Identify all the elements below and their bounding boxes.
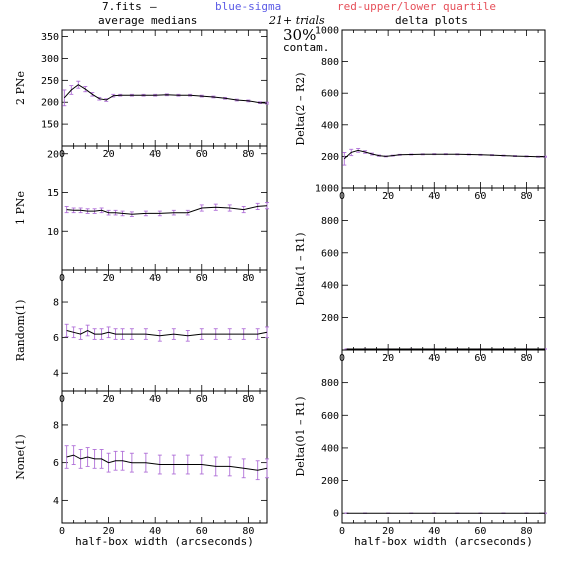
left-3-x-tick-label: 60	[196, 394, 208, 405]
right-1-x-tick-label: 60	[474, 191, 486, 202]
left-3-y-tick-label: 8	[53, 298, 59, 309]
left-1-ylabel: 2 PNe	[14, 71, 27, 105]
left-4-series-line	[66, 454, 268, 471]
left-1-x-tick-label: 40	[149, 149, 161, 160]
contam-percent: 30%	[283, 26, 317, 44]
left-2-y-tick-label: 15	[47, 188, 59, 199]
right-1-y-tick-label: 600	[321, 89, 339, 100]
left-4-y-tick-label: 4	[53, 496, 59, 507]
left-4-y-tick-label: 6	[53, 458, 59, 469]
right-1-x-tick-label: 80	[521, 191, 533, 202]
left-2-ylabel: 1 PNe	[14, 191, 27, 225]
right-1-series-line	[343, 149, 545, 160]
left-3-x-tick-label: 80	[242, 394, 254, 405]
x-axis-label-right: half-box width (arcseconds)	[354, 535, 533, 548]
left-1-x-tick-label: 80	[242, 149, 254, 160]
right-1-y-tick-label: 200	[321, 152, 339, 163]
left-4-frame	[61, 390, 268, 524]
x-axis-label-left: half-box width (arcseconds)	[75, 535, 254, 548]
left-3-y-tick-label: 6	[53, 333, 59, 344]
right-1-x-tick-label: 20	[382, 191, 394, 202]
left-2-x-tick-label: 20	[103, 273, 115, 284]
left-1-series-line	[63, 84, 268, 104]
right-3-frame	[341, 349, 546, 524]
left-4-x-tick-label: 20	[103, 526, 115, 537]
left-4-x-tick-label: 0	[59, 526, 65, 537]
left-2-y-tick-label: 10	[47, 227, 59, 238]
right-2-x-tick-label: 40	[428, 353, 440, 364]
right-2-ylabel: Delta(1 – R1)	[294, 232, 307, 305]
left-1-y-tick-label: 300	[41, 54, 59, 65]
right-1-ylabel: Delta(2 – R2)	[294, 72, 307, 145]
left-1-frame	[61, 29, 268, 147]
left-1-y-tick-label: 250	[41, 76, 59, 87]
right-3-x-tick-label: 40	[428, 526, 440, 537]
left-1-y-tick-label: 200	[41, 98, 59, 109]
left-1-x-tick-label: 20	[103, 149, 115, 160]
left-4-ylabel: None(1)	[14, 434, 27, 479]
header-file: 7.fits	[102, 0, 142, 13]
right-2-y-tick-label: 600	[321, 248, 339, 259]
right-3-x-tick-label: 80	[521, 526, 533, 537]
left-4-y-tick-label: 8	[53, 420, 59, 431]
left-2-x-tick-label: 40	[149, 273, 161, 284]
left-2-y-tick-label: 20	[47, 149, 59, 160]
right-3-x-tick-label: 20	[382, 526, 394, 537]
right-1-y-tick-label: 800	[321, 57, 339, 68]
legend-red-quartile: red-upper/lower quartile	[337, 0, 496, 13]
contam-label: contam.	[283, 41, 330, 54]
right-3-ylabel: Delta(01 – R1)	[294, 396, 307, 476]
left-4-x-tick-label: 60	[196, 526, 208, 537]
right-3-y-tick-label: 600	[321, 411, 339, 422]
right-3-x-tick-label: 60	[474, 526, 486, 537]
left-3-x-tick-label: 20	[103, 394, 115, 405]
right-1-frame	[341, 29, 546, 189]
left-3-x-tick-label: 40	[149, 394, 161, 405]
right-2-x-tick-label: 80	[521, 353, 533, 364]
right-2-y-tick-label: 1000	[315, 184, 339, 195]
right-3-y-tick-label: 0	[333, 509, 339, 520]
left-3-ylabel: Random(1)	[14, 300, 27, 362]
trials-annotation: 21+ trials	[269, 14, 325, 27]
right-3-x-tick-label: 0	[339, 526, 345, 537]
left-3-frame	[61, 269, 268, 392]
right-1-y-tick-label: 400	[321, 120, 339, 131]
right-3-y-tick-label: 200	[321, 476, 339, 487]
right-1-x-tick-label: 40	[428, 191, 440, 202]
left-4-x-tick-label: 40	[149, 526, 161, 537]
left-1-x-tick-label: 60	[196, 149, 208, 160]
left-2-frame	[61, 145, 268, 271]
right-2-y-tick-label: 400	[321, 281, 339, 292]
right-3-y-tick-label: 400	[321, 443, 339, 454]
right-3-y-tick-label: 800	[321, 378, 339, 389]
right-2-frame	[341, 187, 546, 351]
right-2-x-tick-label: 20	[382, 353, 394, 364]
right-2-y-tick-label: 200	[321, 313, 339, 324]
right-2-x-tick-label: 60	[474, 353, 486, 364]
left-1-y-tick-label: 150	[41, 120, 59, 131]
right-1-y-tick-label: 1000	[315, 26, 339, 37]
legend-blue-sigma: blue-sigma	[215, 0, 282, 13]
left-3-series-line	[66, 329, 268, 337]
left-2-series-line	[66, 205, 268, 215]
left-column-title: average medians	[98, 14, 198, 27]
left-1-y-tick-label: 350	[41, 32, 59, 43]
left-4-x-tick-label: 80	[242, 526, 254, 537]
left-3-y-tick-label: 4	[53, 369, 59, 380]
right-2-y-tick-label: 800	[321, 216, 339, 227]
right-column-title: delta plots	[395, 14, 468, 27]
left-2-x-tick-label: 60	[196, 273, 208, 284]
left-2-x-tick-label: 80	[242, 273, 254, 284]
header-dash: –	[150, 0, 157, 13]
